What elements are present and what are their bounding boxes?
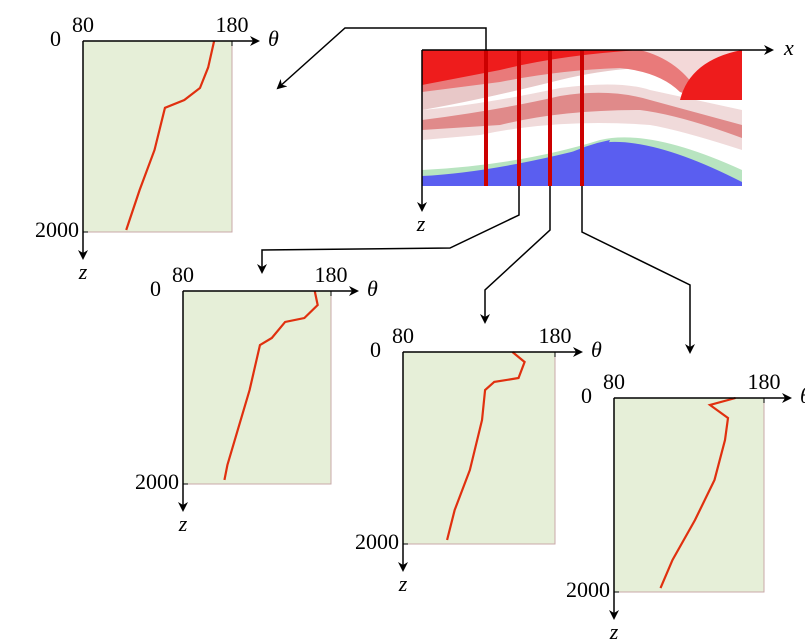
cross-section: x z bbox=[416, 35, 794, 236]
y-tick-label: 2000 bbox=[135, 469, 179, 494]
y-tick-label: 0 bbox=[370, 337, 381, 362]
x-axis-label: θ bbox=[800, 383, 805, 408]
x-tick-label: 80 bbox=[172, 262, 194, 287]
x-tick-label: 180 bbox=[216, 12, 249, 37]
y-axis-label: z bbox=[78, 259, 88, 284]
plot-area bbox=[183, 291, 331, 484]
x-tick-label: 80 bbox=[72, 12, 94, 37]
z-label: z bbox=[416, 211, 426, 236]
x-axis-label: θ bbox=[268, 26, 279, 51]
y-axis-label: z bbox=[609, 619, 619, 639]
y-axis-label: z bbox=[178, 511, 188, 536]
x-tick-label: 80 bbox=[603, 369, 625, 394]
y-tick-label: 0 bbox=[581, 383, 592, 408]
y-tick-label: 2000 bbox=[566, 577, 610, 602]
profile-chart: 80 180 0 2000 θ z bbox=[35, 12, 279, 284]
y-tick-label: 0 bbox=[150, 276, 161, 301]
x-axis-label: θ bbox=[591, 337, 602, 362]
y-tick-label: 2000 bbox=[35, 217, 79, 242]
x-tick-label: 180 bbox=[748, 369, 781, 394]
x-tick-label: 180 bbox=[315, 262, 348, 287]
profile-chart: 80 180 0 2000 θ z bbox=[355, 323, 602, 596]
y-tick-label: 0 bbox=[50, 26, 61, 51]
plot-area bbox=[403, 352, 555, 544]
x-axis-label: θ bbox=[367, 276, 378, 301]
plot-area bbox=[614, 398, 764, 592]
x-label: x bbox=[783, 35, 794, 60]
profile-chart: 80 180 0 2000 θ z bbox=[135, 262, 378, 536]
figure: x z 80 180 0 2000 θ z 80 180 0 2000 θ z 80 180 0 2000 θ z… bbox=[0, 0, 805, 639]
y-axis-label: z bbox=[398, 571, 408, 596]
x-tick-label: 180 bbox=[539, 323, 572, 348]
profile-chart: 80 180 0 2000 θ z bbox=[566, 369, 805, 639]
x-tick-label: 80 bbox=[392, 323, 414, 348]
y-tick-label: 2000 bbox=[355, 529, 399, 554]
